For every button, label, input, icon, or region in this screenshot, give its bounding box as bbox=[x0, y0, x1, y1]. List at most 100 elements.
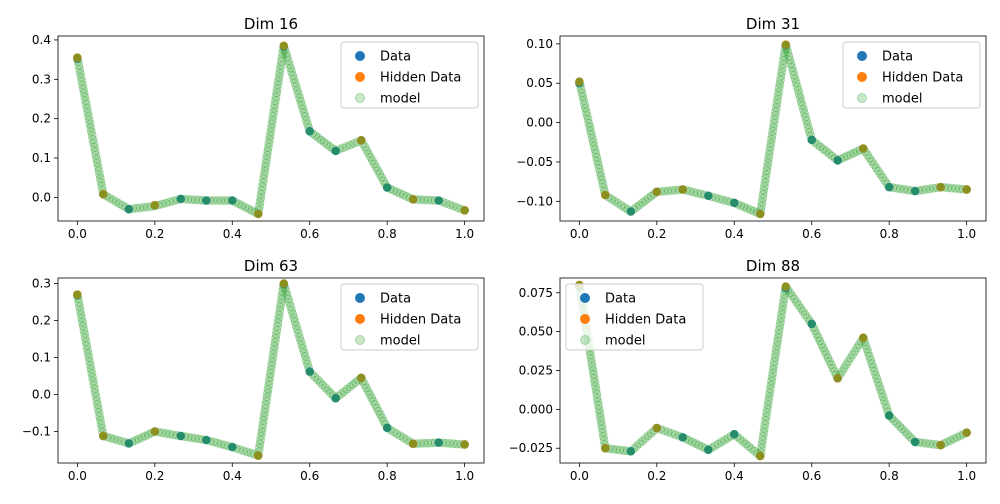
model-point bbox=[275, 68, 285, 78]
subplot-title: Dim 31 bbox=[746, 15, 800, 33]
model-point-overlay bbox=[73, 53, 82, 62]
model-point bbox=[256, 189, 266, 199]
model-point bbox=[78, 317, 87, 327]
model-point bbox=[760, 420, 770, 429]
model-point bbox=[877, 388, 887, 398]
model-point bbox=[759, 185, 769, 195]
model-point bbox=[779, 297, 788, 307]
model-point bbox=[588, 137, 598, 147]
y-tick-label: 0.000 bbox=[519, 402, 553, 416]
model-point bbox=[842, 151, 852, 161]
x-tick-label: 1.0 bbox=[455, 469, 474, 483]
model-point bbox=[261, 396, 271, 406]
model-point bbox=[360, 142, 370, 152]
model-point bbox=[265, 372, 275, 382]
model-point bbox=[739, 202, 749, 212]
model-point bbox=[763, 400, 773, 410]
model-point bbox=[770, 115, 779, 124]
model-point bbox=[592, 389, 602, 399]
model-point bbox=[271, 96, 280, 105]
model-point bbox=[270, 337, 280, 347]
model-point bbox=[377, 173, 387, 182]
model-point bbox=[266, 123, 276, 133]
model-point bbox=[905, 432, 915, 442]
model-point bbox=[803, 313, 812, 323]
model-point bbox=[85, 119, 95, 129]
model-point bbox=[452, 203, 462, 212]
model-point bbox=[825, 356, 834, 366]
model-point bbox=[769, 360, 779, 370]
model-point bbox=[777, 305, 787, 315]
model-point bbox=[360, 380, 370, 389]
model-point bbox=[88, 376, 98, 386]
model-point bbox=[423, 438, 433, 448]
model-point bbox=[109, 434, 119, 444]
model-point bbox=[880, 176, 890, 186]
subplot-2: Dim 31 0.0 0.2 0.4 0.6 0.8 1.0 −0.10 −0.05 0.00 0.… bbox=[516, 15, 987, 241]
model-point bbox=[792, 82, 802, 91]
model-point bbox=[900, 427, 910, 436]
model-point-overlay bbox=[99, 431, 108, 440]
y-tick-label: −0.05 bbox=[516, 155, 553, 169]
model-point-overlay bbox=[150, 201, 159, 210]
model-point bbox=[892, 419, 902, 428]
model-point bbox=[595, 167, 605, 177]
model-point bbox=[865, 351, 874, 361]
legend-label-model: model bbox=[380, 334, 420, 349]
x-tick-label: 0.6 bbox=[802, 227, 821, 241]
x-tick-label: 0.2 bbox=[647, 469, 666, 483]
model-point bbox=[873, 377, 883, 387]
model-point bbox=[92, 154, 102, 164]
model-point bbox=[369, 159, 379, 169]
legend-marker-hidden-data bbox=[580, 314, 590, 324]
model-point bbox=[815, 336, 825, 346]
model-point bbox=[646, 428, 656, 438]
subplot-title: Dim 16 bbox=[244, 15, 298, 33]
model-point-overlay bbox=[575, 77, 584, 86]
model-point bbox=[794, 300, 804, 310]
model-point bbox=[759, 424, 769, 433]
model-point bbox=[766, 380, 776, 390]
model-point bbox=[190, 195, 200, 205]
model-point-overlay bbox=[409, 439, 418, 448]
legend-marker-data bbox=[355, 293, 365, 303]
model-point bbox=[292, 86, 302, 95]
model-point bbox=[342, 384, 352, 394]
model-point bbox=[316, 135, 326, 145]
model-point bbox=[759, 181, 769, 191]
model-point bbox=[578, 92, 588, 102]
model-point bbox=[441, 198, 451, 208]
model-point bbox=[768, 364, 778, 374]
model-point bbox=[757, 197, 767, 207]
model-point bbox=[596, 171, 606, 181]
model-point-overlay bbox=[124, 205, 133, 214]
model-point bbox=[271, 329, 281, 339]
model-point bbox=[260, 404, 270, 414]
model-point bbox=[640, 433, 650, 443]
model-point bbox=[311, 131, 320, 141]
model-point bbox=[799, 105, 808, 114]
model-point-overlay bbox=[962, 428, 971, 437]
model-point-overlay bbox=[730, 430, 739, 439]
model-point bbox=[260, 166, 270, 176]
model-point bbox=[874, 381, 884, 391]
model-point bbox=[839, 363, 849, 373]
legend-label-model: model bbox=[380, 92, 420, 107]
model-point bbox=[765, 388, 775, 398]
model-point bbox=[95, 170, 105, 180]
model-point bbox=[750, 446, 759, 456]
model-point bbox=[663, 186, 673, 196]
model-point bbox=[113, 435, 123, 445]
model-point bbox=[830, 367, 839, 376]
model-point bbox=[762, 404, 772, 414]
model-point-overlay bbox=[678, 185, 687, 194]
model-point bbox=[445, 439, 455, 448]
model-point bbox=[761, 412, 771, 421]
model-point bbox=[282, 52, 292, 62]
model-point-overlay bbox=[409, 195, 418, 204]
model-point bbox=[632, 202, 642, 212]
model-point bbox=[274, 76, 283, 86]
model-point bbox=[876, 169, 885, 179]
model-point bbox=[374, 406, 383, 416]
model-point-overlay bbox=[383, 423, 392, 432]
